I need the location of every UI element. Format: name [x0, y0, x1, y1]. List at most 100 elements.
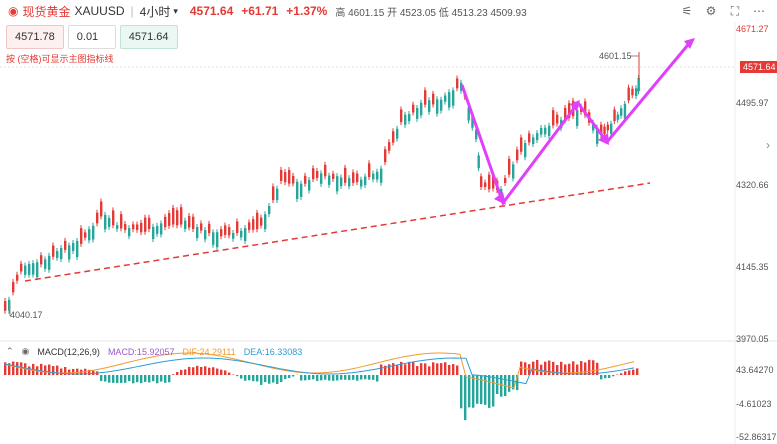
candle-body	[236, 221, 239, 233]
candle-body	[200, 223, 203, 231]
macd-bar	[72, 368, 75, 375]
more-icon[interactable]: ⋯	[753, 4, 765, 18]
ask-price-button[interactable]: 4571.64	[119, 25, 178, 49]
candle-body	[412, 104, 415, 113]
candle-body	[124, 224, 127, 230]
candle-body	[280, 169, 283, 182]
macd-bar	[192, 367, 195, 375]
high-value: 4601.15	[348, 7, 385, 19]
candle-body	[436, 99, 439, 114]
indicator-icon[interactable]: ⚟	[681, 4, 693, 18]
candle-body	[148, 217, 151, 230]
axis-label: 4495.97	[736, 98, 769, 108]
candle-body	[408, 113, 411, 122]
macd-bar	[500, 375, 503, 397]
settings-icon[interactable]: ⚙	[705, 4, 717, 18]
candle-body	[24, 265, 27, 275]
candle-body	[475, 129, 478, 140]
candle-body	[492, 175, 495, 189]
macd-bar	[200, 367, 203, 375]
macd-bar	[176, 372, 179, 375]
macd-bar	[160, 375, 163, 382]
candle-body	[388, 142, 391, 151]
symbol-title[interactable]: 现货黄金	[22, 4, 71, 19]
candle-body	[228, 227, 231, 236]
macd-bar	[180, 369, 183, 375]
candle-body	[88, 229, 91, 241]
macd-bar	[76, 368, 79, 375]
candle-body	[456, 78, 459, 89]
candle-body	[12, 282, 15, 293]
candle-body	[20, 263, 23, 272]
macd-bar	[336, 375, 339, 381]
macd-bar	[552, 361, 555, 375]
arrow-head	[684, 38, 695, 49]
macd-bar	[320, 375, 323, 381]
candle-body	[292, 175, 295, 184]
macd-bar	[348, 375, 351, 381]
macd-bar	[128, 375, 131, 382]
macd-bar	[436, 363, 439, 375]
macd-bar	[636, 368, 639, 375]
macd-bar	[92, 370, 95, 375]
candle-body	[132, 224, 135, 230]
candle-body	[188, 216, 191, 228]
candle-body	[120, 214, 123, 229]
macd-bar	[548, 360, 551, 375]
macd-bar	[292, 375, 295, 377]
macd-bar	[88, 369, 91, 375]
visibility-icon[interactable]: ◉	[21, 346, 30, 356]
header-bar: ◉ 现货黄金 XAUUSD | 4小时 ▾ 4571.64 +61.71 +1.…	[0, 0, 777, 22]
dea-line	[3, 357, 635, 385]
candle-body	[444, 95, 447, 102]
low-label: 低	[438, 7, 449, 19]
candle-body	[477, 155, 480, 169]
macd-name[interactable]: MACD(12,26,9)	[37, 346, 100, 357]
current-price-tag: 4571.64	[740, 61, 777, 73]
candle-body	[4, 301, 7, 311]
candle-body	[72, 242, 75, 251]
candle-body	[613, 109, 616, 122]
arrow-head	[570, 100, 580, 112]
macd-bar	[508, 375, 511, 392]
candle-body	[332, 173, 335, 179]
chevron-right-icon[interactable]: ›	[766, 138, 770, 152]
quantity-input[interactable]: 0.01	[67, 25, 116, 49]
price-change-pct: +1.37%	[286, 4, 328, 18]
candle-body	[508, 158, 511, 175]
candle-body	[396, 128, 399, 139]
macd-bar	[540, 364, 543, 375]
candle-body	[324, 164, 327, 177]
candle-body	[68, 245, 71, 260]
candle-body	[592, 122, 595, 131]
candle-body	[600, 124, 603, 136]
collapse-icon[interactable]: ⌃	[6, 346, 14, 356]
macd-bar	[260, 375, 263, 385]
macd-bar	[312, 375, 315, 380]
trend-line	[24, 182, 651, 282]
axis-label: 4145.35	[736, 262, 769, 272]
candle-body	[184, 220, 187, 230]
macd-bar	[240, 375, 243, 379]
macd-bar	[512, 375, 515, 390]
fullscreen-icon[interactable]: ⛶	[730, 4, 740, 18]
macd-bar	[304, 375, 307, 381]
chevron-down-icon[interactable]: ▾	[173, 5, 178, 16]
candle-body	[40, 255, 43, 265]
macd-bar	[104, 375, 107, 382]
macd-bar	[116, 375, 119, 384]
macd-bar	[364, 375, 367, 380]
macd-bar	[420, 363, 423, 375]
macd-bar	[168, 375, 171, 383]
macd-bar	[284, 375, 287, 380]
axis-label: 4320.66	[736, 180, 769, 190]
gold-icon: ◉	[8, 4, 19, 18]
candle-body	[260, 217, 263, 226]
timeframe-selector[interactable]: 4小时	[139, 4, 171, 19]
candle-body	[116, 225, 119, 229]
candle-body	[240, 230, 243, 238]
bid-price-button[interactable]: 4571.78	[6, 25, 64, 49]
candle-body	[312, 168, 315, 180]
last-price: 4571.64	[189, 4, 234, 18]
